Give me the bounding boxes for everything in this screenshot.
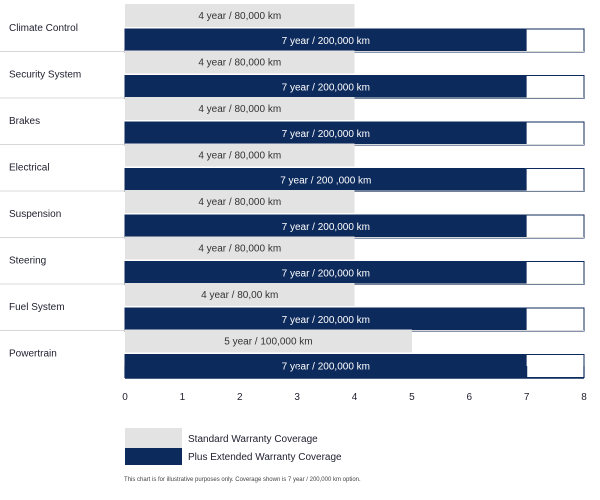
extended-bar-label-steering: 7 year / 200,000 km — [282, 269, 370, 280]
x-tick-label-5: 5 — [409, 392, 415, 403]
standard-bar-label-fuel-system: 4 year / 80,00 km — [201, 290, 278, 301]
standard-bar-label-powertrain: 5 year / 100,000 km — [224, 337, 312, 348]
footnote: This chart is for illustrative purposes … — [124, 477, 361, 483]
standard-bar-security-system — [125, 50, 355, 74]
category-label-electrical: Electrical — [9, 163, 50, 174]
category-label-suspension: Suspension — [9, 209, 61, 220]
standard-bar-fuel-system — [125, 283, 355, 306]
standard-bar-steering — [125, 236, 355, 260]
x-tick-label-8: 8 — [581, 392, 587, 403]
standard-bar-label-suspension: 4 year / 80,000 km — [198, 197, 281, 208]
standard-bar-climate-control — [125, 4, 355, 27]
x-tick-label-6: 6 — [466, 392, 472, 403]
legend-label-extended: Plus Extended Warranty Coverage — [188, 452, 342, 463]
extended-bar-label-climate-control: 7 year / 200,000 km — [282, 36, 370, 47]
legend-swatch-standard — [125, 428, 182, 448]
extended-bar-brakes — [125, 122, 527, 145]
standard-bar-label-climate-control: 4 year / 80,000 km — [198, 11, 281, 22]
extended-bar-fuel-system — [125, 308, 527, 331]
extended-bar-security-system — [125, 75, 527, 99]
x-tick-label-4: 4 — [352, 392, 358, 403]
standard-bar-label-brakes: 4 year / 80,000 km — [198, 104, 281, 115]
x-tick-label-2: 2 — [237, 392, 243, 403]
standard-bar-label-security-system: 4 year / 80,000 km — [198, 58, 281, 69]
category-label-brakes: Brakes — [9, 116, 40, 127]
category-label-climate-control: Climate Control — [9, 23, 78, 34]
category-label-powertrain: Powertrain — [9, 349, 57, 360]
standard-bar-electrical — [125, 143, 355, 167]
standard-bar-label-steering: 4 year / 80,000 km — [198, 244, 281, 255]
standard-bar-suspension — [125, 190, 355, 213]
legend-label-standard: Standard Warranty Coverage — [188, 434, 318, 445]
category-label-steering: Steering — [9, 256, 46, 267]
extended-bar-label-powertrain: 7 year / 200,000 km — [282, 362, 370, 373]
extended-bar-steering — [125, 261, 527, 285]
standard-bar-powertrain — [125, 329, 412, 353]
extended-bar-label-fuel-system: 7 year / 200,000 km — [282, 315, 370, 326]
extended-bar-powertrain — [125, 354, 527, 378]
standard-bar-label-electrical: 4 year / 80,000 km — [198, 151, 281, 162]
extended-bar-electrical — [125, 168, 527, 192]
x-tick-label-0: 0 — [122, 392, 128, 403]
category-label-security-system: Security System — [9, 70, 81, 81]
category-label-fuel-system: Fuel System — [9, 302, 65, 313]
legend-swatch-extended — [125, 448, 182, 465]
x-tick-label-7: 7 — [524, 392, 530, 403]
extended-bar-label-electrical: 7 year / 200 ,000 km — [280, 176, 371, 187]
extended-bar-climate-control — [125, 29, 527, 52]
x-tick-label-1: 1 — [180, 392, 186, 403]
extended-bar-label-security-system: 7 year / 200,000 km — [282, 83, 370, 94]
standard-bar-brakes — [125, 97, 355, 120]
extended-bar-label-suspension: 7 year / 200,000 km — [282, 222, 370, 233]
extended-bar-label-brakes: 7 year / 200,000 km — [282, 129, 370, 140]
x-tick-label-3: 3 — [294, 392, 300, 403]
extended-bar-suspension — [125, 215, 527, 238]
